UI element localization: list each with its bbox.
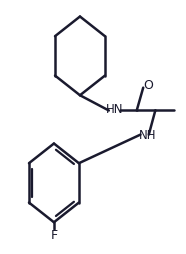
Text: NH: NH bbox=[139, 129, 157, 142]
Text: F: F bbox=[50, 229, 57, 242]
Text: O: O bbox=[143, 78, 153, 92]
Text: HN: HN bbox=[106, 103, 123, 116]
